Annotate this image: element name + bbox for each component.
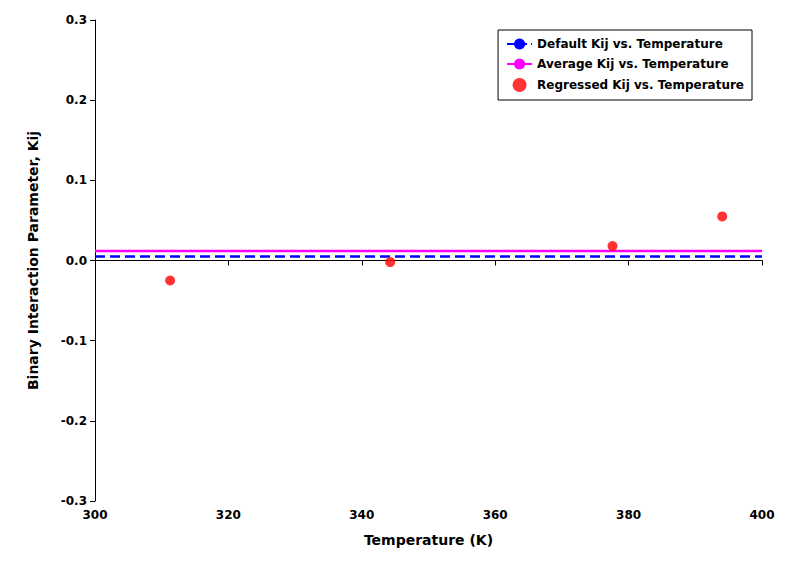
- svg-text:0.2: 0.2: [66, 93, 87, 107]
- svg-text:Regressed Kij vs. Temperature: Regressed Kij vs. Temperature: [537, 78, 744, 92]
- svg-text:Average Kij vs. Temperature: Average Kij vs. Temperature: [537, 57, 728, 71]
- svg-text:0.0: 0.0: [66, 254, 87, 268]
- svg-text:340: 340: [349, 508, 374, 522]
- svg-text:400: 400: [749, 508, 774, 522]
- svg-text:360: 360: [483, 508, 508, 522]
- svg-text:320: 320: [216, 508, 241, 522]
- svg-text:-0.1: -0.1: [61, 334, 87, 348]
- svg-text:Default Kij vs. Temperature: Default Kij vs. Temperature: [537, 37, 723, 51]
- svg-text:0.3: 0.3: [66, 13, 87, 27]
- svg-text:380: 380: [616, 508, 641, 522]
- svg-text:-0.2: -0.2: [61, 414, 87, 428]
- svg-text:Temperature (K): Temperature (K): [364, 532, 493, 548]
- svg-text:-0.3: -0.3: [61, 494, 87, 508]
- svg-text:300: 300: [82, 508, 107, 522]
- svg-text:Binary Interaction Parameter,: Binary Interaction Parameter, Kij: [25, 131, 41, 390]
- svg-text:0.1: 0.1: [66, 173, 87, 187]
